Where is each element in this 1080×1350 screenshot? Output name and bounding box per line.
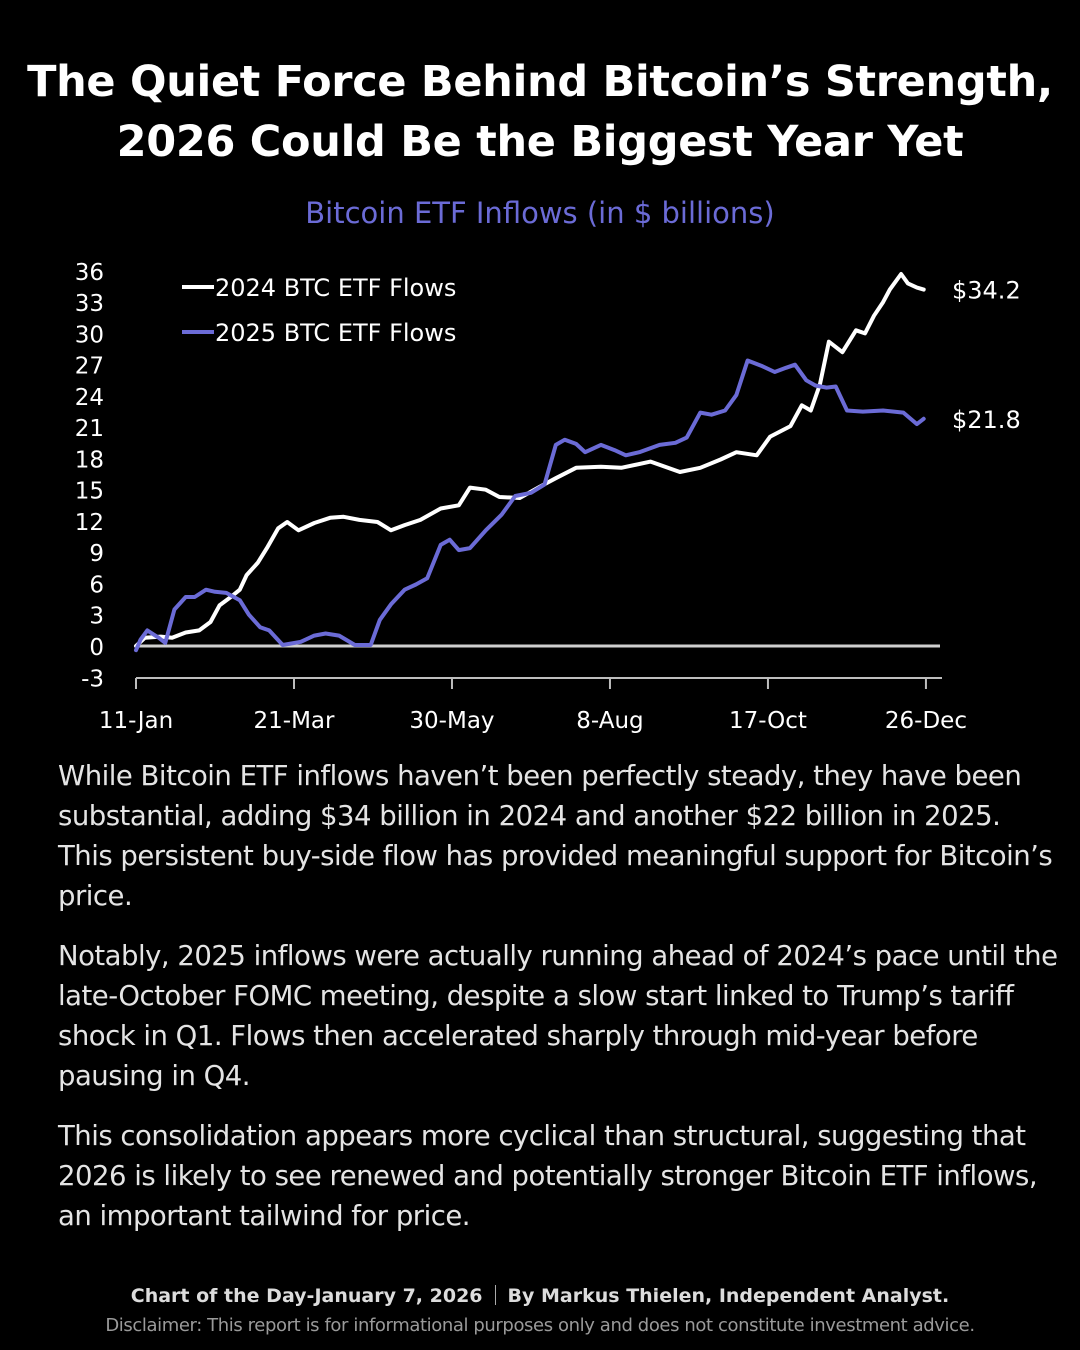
x-tick-label: 21-Mar [254, 708, 336, 734]
paragraph-3: This consolidation appears more cyclical… [58, 1120, 1038, 1232]
y-tick-label: 18 [75, 447, 104, 473]
y-tick-label: 15 [75, 479, 104, 505]
page-title: The Quiet Force Behind Bitcoin’s Strengt… [0, 52, 1080, 172]
end-value-label: $21.8 [952, 406, 1021, 434]
series-line-2024 [134, 272, 926, 648]
y-tick-label: 30 [75, 322, 104, 348]
disclaimer: Disclaimer: This report is for informati… [105, 1315, 975, 1336]
y-tick-label: 6 [89, 572, 104, 598]
article-body: While Bitcoin ETF inflows haven’t been p… [58, 756, 1058, 1256]
paragraph-1: While Bitcoin ETF inflows haven’t been p… [58, 760, 1053, 912]
chart-title: Bitcoin ETF Inflows (in $ billions) [305, 196, 775, 230]
footer-credit: Chart of the Day-January 7, 2026 By Marku… [0, 1285, 1080, 1307]
y-tick-label: 27 [75, 354, 104, 380]
legend-label: 2024 BTC ETF Flows [215, 274, 456, 302]
y-tick-label: 12 [75, 510, 104, 536]
y-tick-label: 21 [75, 416, 104, 442]
y-tick-label: -3 [81, 666, 104, 692]
x-tick-label: 11-Jan [99, 708, 173, 734]
y-tick-label: 33 [75, 291, 104, 317]
legend-label: 2025 BTC ETF Flows [215, 319, 456, 347]
series-line-2025 [134, 358, 926, 653]
x-tick-label: 26-Dec [885, 708, 967, 734]
x-tick-label: 8-Aug [576, 708, 643, 734]
y-tick-label: 36 [75, 260, 104, 286]
end-value-label: $34.2 [952, 277, 1021, 305]
chart-of-the-day-date: Chart of the Day-January 7, 2026 [130, 1285, 483, 1307]
footer-divider [494, 1285, 496, 1305]
y-tick-label: 3 [89, 604, 104, 630]
y-tick-label: 9 [89, 541, 104, 567]
y-tick-label: 24 [75, 385, 104, 411]
y-tick-label: 0 [89, 635, 104, 661]
author-credit: By Markus Thielen, Independent Analyst. [507, 1285, 950, 1307]
title-line-1: The Quiet Force Behind Bitcoin’s Strengt… [27, 57, 1053, 107]
x-tick-label: 17-Oct [729, 708, 807, 734]
title-line-2: 2026 Could Be the Biggest Year Yet [116, 117, 964, 167]
x-tick-label: 30-May [409, 708, 494, 734]
paragraph-2: Notably, 2025 inflows were actually runn… [58, 940, 1058, 1092]
